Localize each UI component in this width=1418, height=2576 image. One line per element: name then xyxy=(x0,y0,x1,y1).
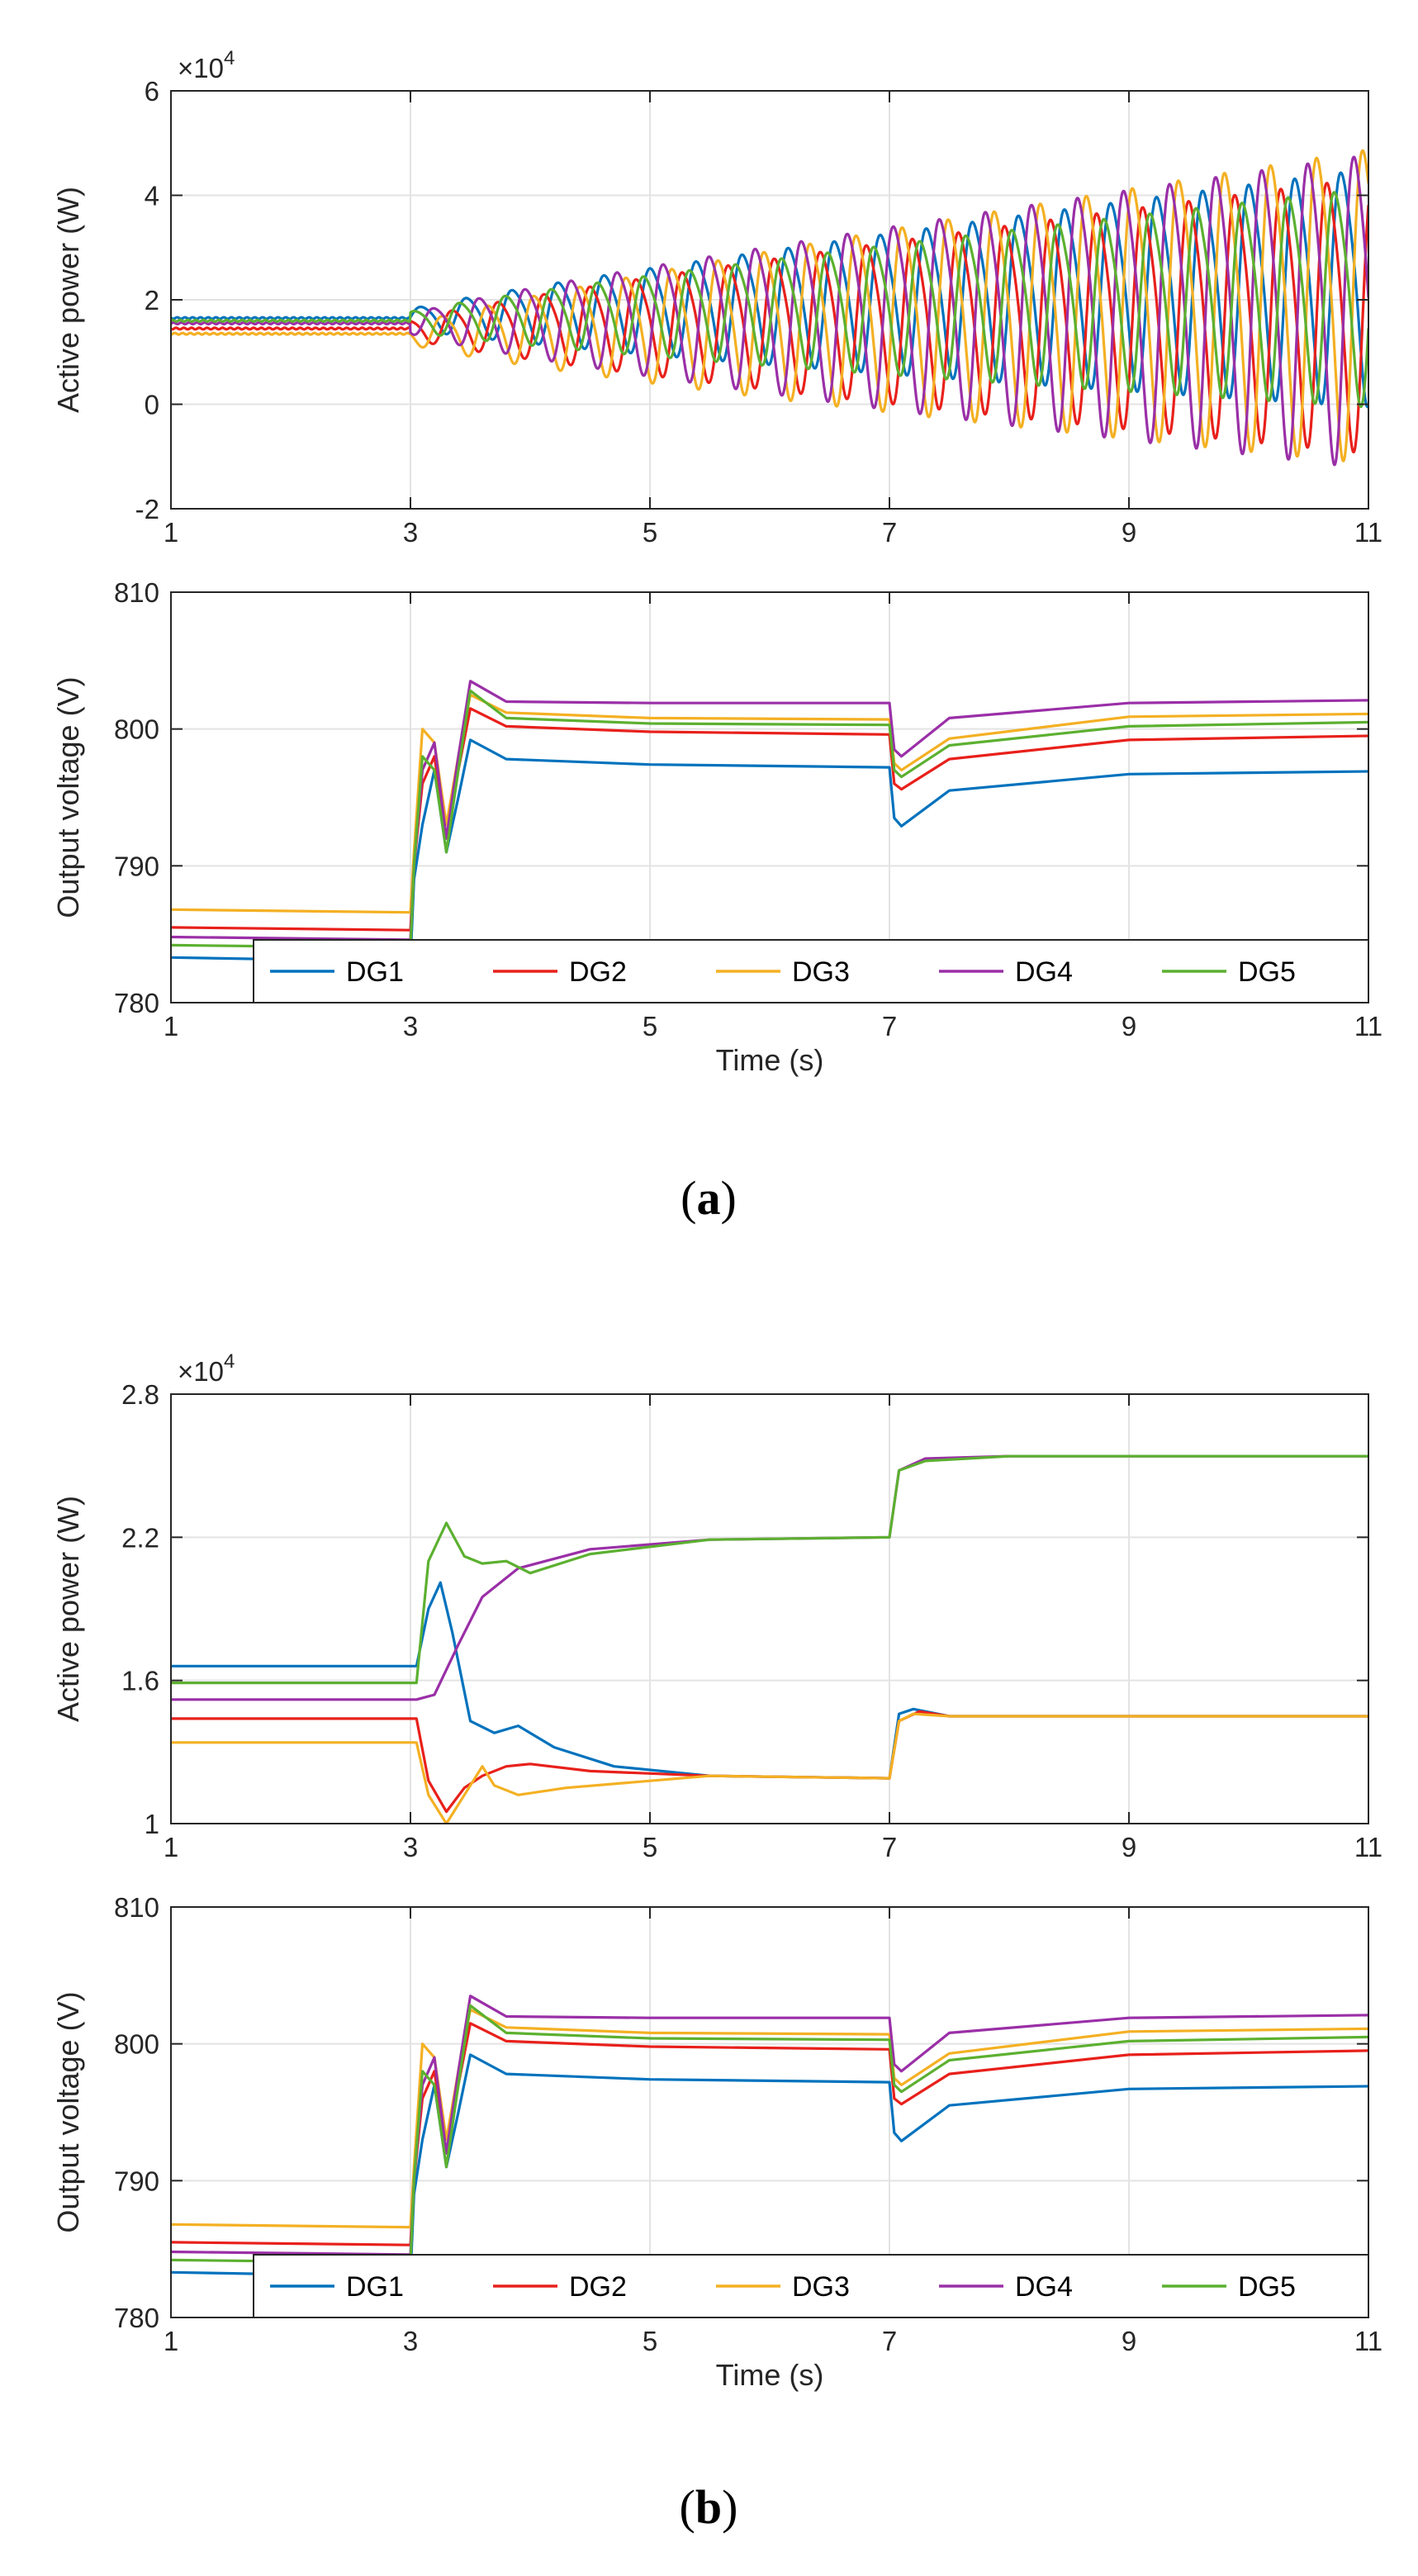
legend-label-dg3: DG3 xyxy=(792,956,850,988)
x-tick-label: 11 xyxy=(1354,2326,1382,2356)
legend-label-dg4: DG4 xyxy=(1015,956,1073,988)
legend: DG1 DG2 DG3 DG4 DG5 xyxy=(253,939,1369,1003)
y-exponent-power: 4 xyxy=(224,47,235,69)
chart-a-output-voltage: 1 3 5 7 9 11 780 790 800 810 Output voltage (V) Tim… xyxy=(51,577,1382,1077)
y-tick-label: 800 xyxy=(114,714,159,745)
x-tick-label: 1 xyxy=(164,2326,178,2356)
legend-label-dg1: DG1 xyxy=(346,2271,404,2303)
x-tick-label: 1 xyxy=(164,1832,178,1862)
x-tick-label: 5 xyxy=(643,2326,657,2356)
y-tick-label: 2.8 xyxy=(121,1379,159,1410)
plot-area xyxy=(171,1454,1368,1824)
x-tick-label: 9 xyxy=(1122,1011,1136,1041)
x-tick-label: 3 xyxy=(403,1011,418,1041)
x-tick-label: 1 xyxy=(164,517,178,548)
y-axis-label: Active power (W) xyxy=(51,1496,85,1722)
series-line-dg5 xyxy=(171,1454,1368,1685)
chart-b-output-voltage: 1 3 5 7 9 11 780 790 800 810 Output voltage (V) Tim… xyxy=(51,1892,1382,2392)
x-tick-label: 1 xyxy=(164,1011,178,1041)
plot-area xyxy=(171,680,1368,963)
y-exponent-label: ×104 xyxy=(178,1350,235,1387)
y-tick-label: 810 xyxy=(114,577,159,608)
x-axis-label: Time (s) xyxy=(716,1043,824,1077)
legend-label-dg1: DG1 xyxy=(346,956,404,988)
legend: DG1 DG2 DG3 DG4 DG5 xyxy=(253,2254,1369,2318)
series-line-dg1 xyxy=(171,171,1368,409)
x-tick-label: 7 xyxy=(882,1011,897,1041)
x-tick-label: 5 xyxy=(643,517,657,548)
series-line-dg4 xyxy=(171,155,1368,467)
y-tick-label: 2 xyxy=(145,285,159,315)
axes-frame xyxy=(170,1393,1369,1824)
series-line-dg5 xyxy=(171,191,1368,408)
y-tick-label: 6 xyxy=(145,76,159,107)
x-tick-label: 3 xyxy=(403,517,418,548)
x-tick-label: 5 xyxy=(643,1832,657,1862)
x-tick-label: 11 xyxy=(1354,517,1382,548)
legend-label-dg4: DG4 xyxy=(1015,2271,1073,2303)
legend-label-dg2: DG2 xyxy=(569,956,627,988)
x-tick-label: 9 xyxy=(1122,517,1136,548)
plot-area xyxy=(171,1995,1368,2278)
y-tick-label: 0 xyxy=(145,390,159,420)
y-tick-label: 780 xyxy=(114,2303,159,2333)
x-tick-label: 9 xyxy=(1122,1832,1136,1862)
x-tick-label: 3 xyxy=(403,2326,418,2356)
y-tick-label: 790 xyxy=(114,2166,159,2196)
y-tick-label: 790 xyxy=(114,851,159,881)
x-tick-label: 9 xyxy=(1122,2326,1136,2356)
series-line-dg3 xyxy=(171,149,1368,463)
y-tick-label: 2.2 xyxy=(121,1522,159,1553)
y-tick-label: 810 xyxy=(114,1892,159,1923)
plot-area xyxy=(171,149,1368,467)
legend-label-dg2: DG2 xyxy=(569,2271,627,2303)
series-line-dg5 xyxy=(171,689,1368,950)
y-axis-label: Output voltage (V) xyxy=(51,676,85,918)
x-tick-label: 7 xyxy=(882,517,897,548)
x-tick-label: 3 xyxy=(403,1832,418,1862)
y-exponent-label: ×104 xyxy=(178,47,235,83)
x-tick-label: 7 xyxy=(882,2326,897,2356)
series-line-dg1 xyxy=(171,1581,1368,1780)
x-axis-label: Time (s) xyxy=(716,2358,824,2392)
y-tick-label: 800 xyxy=(114,2029,159,2060)
y-exponent-base: ×10 xyxy=(178,53,224,83)
series-line-dg5 xyxy=(171,2004,1368,2265)
y-tick-label: 1 xyxy=(145,1809,159,1839)
y-axis-label: Active power (W) xyxy=(51,187,85,413)
y-exponent-power: 4 xyxy=(224,1350,235,1373)
caption-b: (b) xyxy=(680,2480,738,2534)
x-tick-label: 5 xyxy=(643,1011,657,1041)
series-line-dg4 xyxy=(171,1454,1368,1701)
y-axis-label: Output voltage (V) xyxy=(51,1991,85,2232)
series-line-dg1 xyxy=(171,2053,1368,2278)
x-tick-label: 7 xyxy=(882,1832,897,1862)
legend-label-dg5: DG5 xyxy=(1238,2271,1296,2303)
x-tick-label: 11 xyxy=(1354,1011,1382,1041)
y-tick-label: -2 xyxy=(135,494,159,524)
y-tick-label: 1.6 xyxy=(121,1666,159,1696)
x-tick-label: 11 xyxy=(1354,1832,1382,1862)
series-line-dg3 xyxy=(171,1712,1368,1824)
legend-label-dg5: DG5 xyxy=(1238,956,1296,988)
legend-label-dg3: DG3 xyxy=(792,2271,850,2303)
caption-a: (a) xyxy=(681,1171,737,1225)
y-exponent-base: ×10 xyxy=(178,1356,224,1387)
y-tick-label: 780 xyxy=(114,988,159,1018)
y-tick-label: 4 xyxy=(145,181,159,211)
series-line-dg1 xyxy=(171,738,1368,963)
